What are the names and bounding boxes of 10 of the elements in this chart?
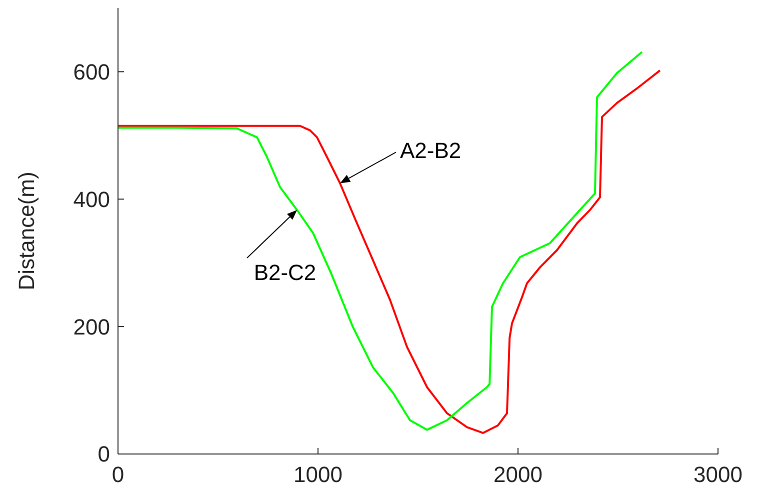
series-label: B2-C2 [254, 260, 316, 285]
text: A2-B2 [400, 138, 462, 164]
y-axis-title: Distance(m) [14, 172, 39, 290]
y-tick-label: 0 [98, 442, 110, 467]
x-tick-label: 2000 [494, 462, 542, 487]
x-tick-label: 1000 [294, 462, 342, 487]
y-tick-label: 200 [73, 314, 110, 340]
x-tick-label: 3000 [694, 462, 742, 487]
y-tick-label: 600 [73, 59, 110, 84]
y-tick-label: 400 [73, 186, 110, 212]
